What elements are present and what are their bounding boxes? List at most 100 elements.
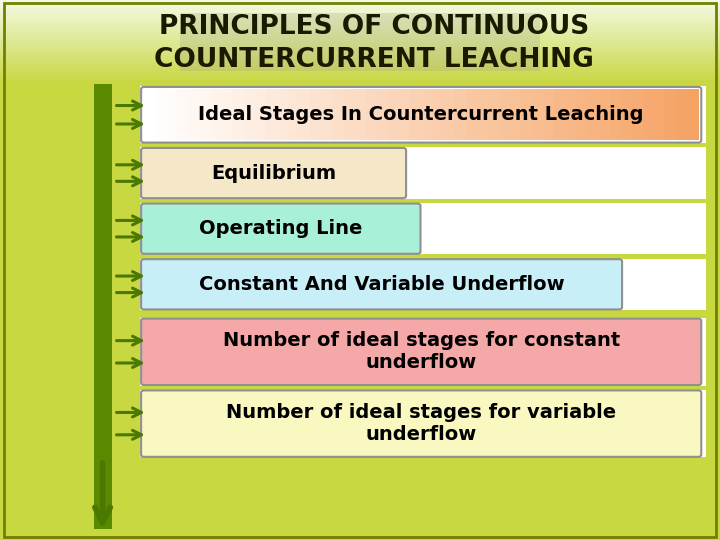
Bar: [0, 58, 720, 60]
Bar: [0, 55, 720, 57]
Bar: [0, 4, 720, 5]
Bar: [543, 89, 555, 140]
Bar: [588, 89, 599, 140]
Bar: [377, 89, 389, 140]
Bar: [0, 52, 720, 55]
Text: Operating Line: Operating Line: [199, 219, 362, 238]
Bar: [0, 29, 720, 31]
Bar: [0, 65, 720, 67]
Bar: [0, 1, 720, 3]
Bar: [0, 64, 720, 65]
FancyBboxPatch shape: [141, 259, 622, 309]
Bar: [487, 89, 500, 140]
Bar: [0, 41, 720, 43]
Bar: [140, 86, 706, 143]
Bar: [0, 11, 720, 12]
Bar: [0, 84, 720, 540]
Bar: [421, 89, 433, 140]
Bar: [144, 89, 156, 140]
Bar: [0, 59, 720, 62]
Bar: [0, 16, 720, 18]
Bar: [0, 31, 720, 33]
Bar: [0, 21, 720, 22]
Bar: [621, 89, 633, 140]
Bar: [310, 89, 322, 140]
Bar: [180, 12, 540, 71]
Bar: [333, 89, 344, 140]
Bar: [0, 71, 720, 72]
Bar: [0, 69, 720, 71]
Bar: [388, 89, 400, 140]
Bar: [0, 50, 720, 52]
Bar: [244, 89, 256, 140]
Bar: [0, 44, 720, 46]
Bar: [565, 89, 577, 140]
Bar: [0, 51, 720, 53]
Bar: [0, 47, 720, 49]
Bar: [0, 54, 720, 56]
Bar: [222, 89, 233, 140]
Bar: [444, 89, 455, 140]
Bar: [454, 89, 467, 140]
Bar: [0, 5, 720, 7]
FancyBboxPatch shape: [141, 319, 701, 385]
Bar: [288, 89, 300, 140]
Bar: [0, 79, 720, 81]
Bar: [0, 19, 720, 21]
Bar: [0, 9, 720, 11]
Bar: [321, 89, 333, 140]
Bar: [0, 45, 720, 48]
Bar: [0, 78, 720, 79]
Bar: [0, 24, 720, 26]
Bar: [0, 75, 720, 77]
Bar: [0, 6, 720, 8]
Bar: [140, 203, 706, 254]
Text: Number of ideal stages for variable
underflow: Number of ideal stages for variable unde…: [226, 403, 616, 444]
Text: Constant And Variable Underflow: Constant And Variable Underflow: [199, 275, 564, 294]
Bar: [0, 48, 720, 50]
Bar: [0, 15, 720, 17]
Bar: [0, 76, 720, 78]
Bar: [233, 89, 245, 140]
Text: Number of ideal stages for constant
underflow: Number of ideal stages for constant unde…: [222, 332, 620, 372]
Bar: [0, 28, 720, 29]
Text: PRINCIPLES OF CONTINUOUS: PRINCIPLES OF CONTINUOUS: [159, 14, 590, 40]
Bar: [0, 82, 720, 84]
Bar: [255, 89, 266, 140]
Bar: [598, 89, 611, 140]
FancyBboxPatch shape: [141, 390, 701, 457]
Bar: [140, 259, 706, 310]
Bar: [366, 89, 377, 140]
Bar: [643, 89, 654, 140]
Bar: [0, 8, 720, 10]
Bar: [477, 89, 488, 140]
Bar: [0, 0, 720, 2]
Bar: [399, 89, 411, 140]
Bar: [0, 22, 720, 24]
Bar: [177, 89, 189, 140]
Bar: [0, 61, 720, 63]
Bar: [577, 89, 588, 140]
FancyBboxPatch shape: [141, 148, 406, 198]
Bar: [199, 89, 211, 140]
Bar: [277, 89, 289, 140]
Bar: [0, 80, 720, 82]
Bar: [0, 72, 720, 74]
Bar: [0, 12, 720, 14]
Bar: [355, 89, 366, 140]
Bar: [94, 84, 112, 529]
FancyBboxPatch shape: [141, 204, 420, 254]
Bar: [0, 57, 720, 59]
Bar: [0, 23, 720, 25]
Bar: [521, 89, 533, 140]
Bar: [300, 89, 311, 140]
Bar: [0, 37, 720, 39]
Bar: [0, 36, 720, 38]
Bar: [466, 89, 477, 140]
Bar: [432, 89, 444, 140]
Bar: [0, 35, 720, 36]
Bar: [266, 89, 278, 140]
Bar: [0, 43, 720, 45]
Bar: [510, 89, 522, 140]
Bar: [676, 89, 688, 140]
